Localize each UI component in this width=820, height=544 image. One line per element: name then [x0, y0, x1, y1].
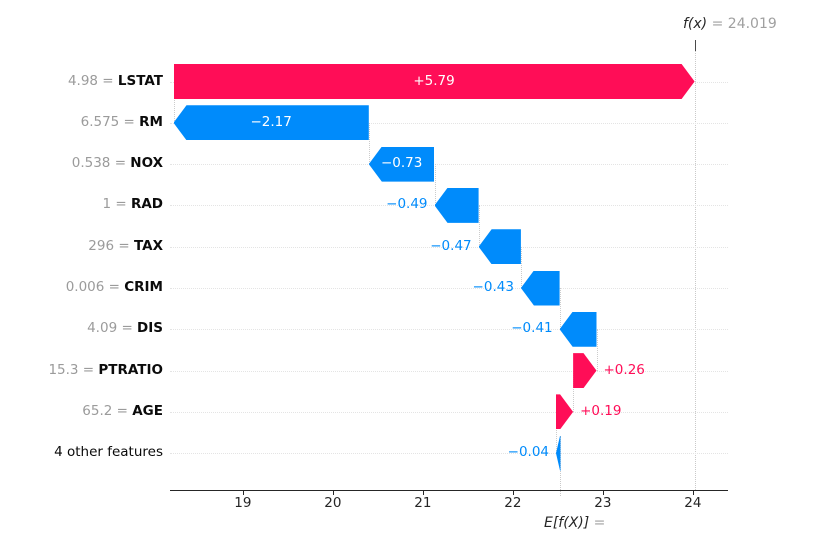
feature-name: AGE: [132, 402, 163, 419]
negative-contribution-bar: [173, 105, 369, 141]
row-dotted-line: [170, 164, 728, 166]
bar-value-label: −0.73: [380, 155, 423, 172]
feature-value: 0.006 =: [65, 279, 125, 295]
fx-dotted-line: [694, 46, 696, 490]
row-dotted-line: [170, 329, 728, 331]
bar-value-label: +0.19: [580, 402, 622, 419]
x-axis-tick-label: 20: [324, 495, 342, 511]
x-axis-line: [170, 490, 728, 491]
x-axis-tick-label: 22: [504, 495, 522, 511]
bar-value-label: −0.43: [472, 279, 514, 295]
feature-name: LSTAT: [117, 72, 163, 89]
feature-name: CRIM: [124, 279, 163, 295]
feature-value: 65.2 =: [82, 402, 133, 419]
feature-value: 296 =: [88, 237, 134, 254]
bar-value-label: +5.79: [413, 72, 455, 89]
feature-value: 4.98 =: [67, 72, 118, 89]
positive-contribution-bar: [556, 394, 573, 429]
negative-contribution-bar: [478, 229, 521, 265]
feature-value: 1 =: [102, 196, 131, 213]
feature-name: TAX: [133, 237, 163, 254]
efx-label: E[f(X)]: [544, 515, 590, 531]
waterfall-connector-line: [556, 411, 557, 454]
waterfall-connector-line: [173, 81, 175, 123]
waterfall-connector-line: [368, 122, 370, 165]
x-axis-tick-mark: [242, 491, 244, 495]
feature-value: 4.09 =: [87, 320, 138, 337]
x-axis-tick-label: 23: [594, 495, 612, 511]
row-dotted-line: [170, 288, 728, 289]
efx-equals: =: [593, 515, 606, 531]
negative-contribution-bar: [434, 187, 479, 223]
feature-name: RAD: [130, 196, 163, 213]
row-dotted-line: [170, 122, 728, 124]
feature-label: 65.2 = AGE: [0, 403, 163, 419]
x-axis-tick-mark: [422, 491, 424, 495]
fx-value: 24.019: [727, 16, 777, 32]
x-axis-tick-mark: [602, 491, 604, 495]
feature-value: 15.3 =: [48, 361, 99, 378]
waterfall-connector-line: [434, 164, 436, 206]
negative-contribution-bar: [559, 311, 597, 347]
feature-name: 4 other features: [54, 444, 163, 461]
feature-label: 4.09 = DIS: [0, 320, 163, 336]
x-axis-tick-mark: [692, 491, 694, 495]
waterfall-connector-line: [520, 246, 522, 288]
waterfall-connector-line: [573, 370, 575, 412]
bar-value-label: +0.26: [603, 361, 645, 378]
feature-value: 6.575 =: [80, 113, 140, 130]
bar-value-label: −2.17: [250, 113, 292, 130]
bar-value-label: −0.04: [507, 444, 550, 461]
feature-value: 0.538 =: [71, 155, 131, 172]
negative-contribution-bar: [556, 435, 561, 471]
bar-value-label: −0.49: [386, 196, 428, 213]
feature-name: DIS: [137, 320, 163, 337]
fx-label: f(x): [683, 16, 708, 32]
positive-contribution-bar: [174, 64, 695, 99]
negative-contribution-bar: [368, 146, 435, 182]
fx-equals: =: [711, 16, 724, 32]
feature-label: 296 = TAX: [0, 238, 163, 254]
positive-contribution-bar: [573, 353, 596, 388]
negative-contribution-bar: [520, 270, 560, 306]
feature-name: NOX: [130, 155, 163, 172]
bar-value-label: −0.41: [511, 320, 553, 337]
feature-label: 0.006 = CRIM: [0, 279, 163, 295]
x-axis-tick-label: 19: [234, 495, 252, 511]
feature-label: 1 = RAD: [0, 196, 163, 212]
feature-label: 0.538 = NOX: [0, 155, 163, 171]
feature-label: 4 other features: [0, 444, 163, 460]
waterfall-connector-line: [559, 288, 561, 330]
x-axis-tick-mark: [332, 491, 334, 495]
row-dotted-line: [170, 246, 728, 248]
feature-name: RM: [139, 113, 163, 130]
waterfall-connector-line: [596, 329, 598, 371]
waterfall-connector-line: [478, 205, 480, 247]
efx-base-value-annotation: E[f(X)] =: [544, 515, 605, 531]
feature-label: 6.575 = RM: [0, 114, 163, 130]
fx-output-annotation: f(x) = 24.019: [683, 16, 777, 32]
row-dotted-line: [170, 370, 728, 372]
x-axis-tick-mark: [512, 491, 514, 495]
feature-label: 15.3 = PTRATIO: [0, 362, 163, 378]
row-dotted-line: [170, 453, 728, 455]
x-axis-tick-label: 24: [684, 495, 702, 511]
feature-label: 4.98 = LSTAT: [0, 73, 163, 89]
bar-value-label: −0.47: [430, 237, 472, 254]
fx-line-tick: [694, 40, 696, 51]
feature-name: PTRATIO: [98, 361, 163, 378]
x-axis-tick-label: 21: [414, 495, 432, 511]
row-dotted-line: [170, 411, 728, 413]
